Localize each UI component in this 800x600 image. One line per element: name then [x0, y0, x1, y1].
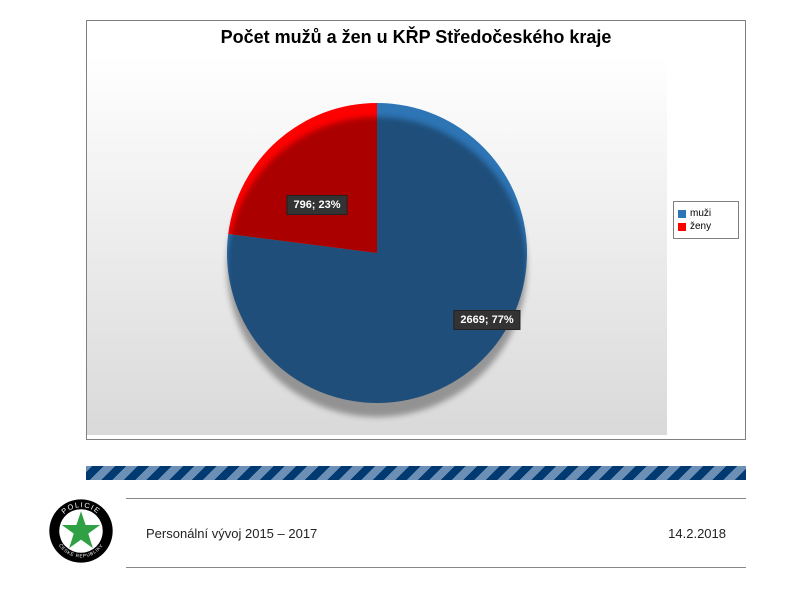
logo-svg: POLICIE ČESKÉ REPUBLIKY [48, 498, 114, 564]
chart-legend: muži ženy [673, 201, 739, 239]
footer-left-text: Personální vývoj 2015 – 2017 [146, 526, 317, 541]
chart-container: Počet mužů a žen u KŘP Středočeského kra… [86, 20, 746, 440]
pie-chart [227, 103, 527, 403]
pie-shadow [227, 117, 527, 417]
footer-bar: Personální vývoj 2015 – 2017 14.2.2018 [126, 498, 746, 568]
legend-label: ženy [690, 221, 711, 232]
legend-label: muži [690, 208, 711, 219]
chart-plot-area: 2669; 77% 796; 23% [87, 55, 667, 435]
legend-swatch-icon [678, 223, 686, 231]
slide: Počet mužů a žen u KŘP Středočeského kra… [0, 0, 800, 600]
data-label-muzi: 2669; 77% [453, 310, 520, 330]
decorative-stripe [86, 466, 746, 480]
legend-swatch-icon [678, 210, 686, 218]
data-label-zeny: 796; 23% [286, 195, 347, 215]
police-cr-logo: POLICIE ČESKÉ REPUBLIKY [48, 498, 114, 564]
legend-item: ženy [678, 221, 734, 232]
legend-item: muži [678, 208, 734, 219]
chart-title: Počet mužů a žen u KŘP Středočeského kra… [87, 21, 745, 48]
footer-right-text: 14.2.2018 [668, 526, 726, 541]
